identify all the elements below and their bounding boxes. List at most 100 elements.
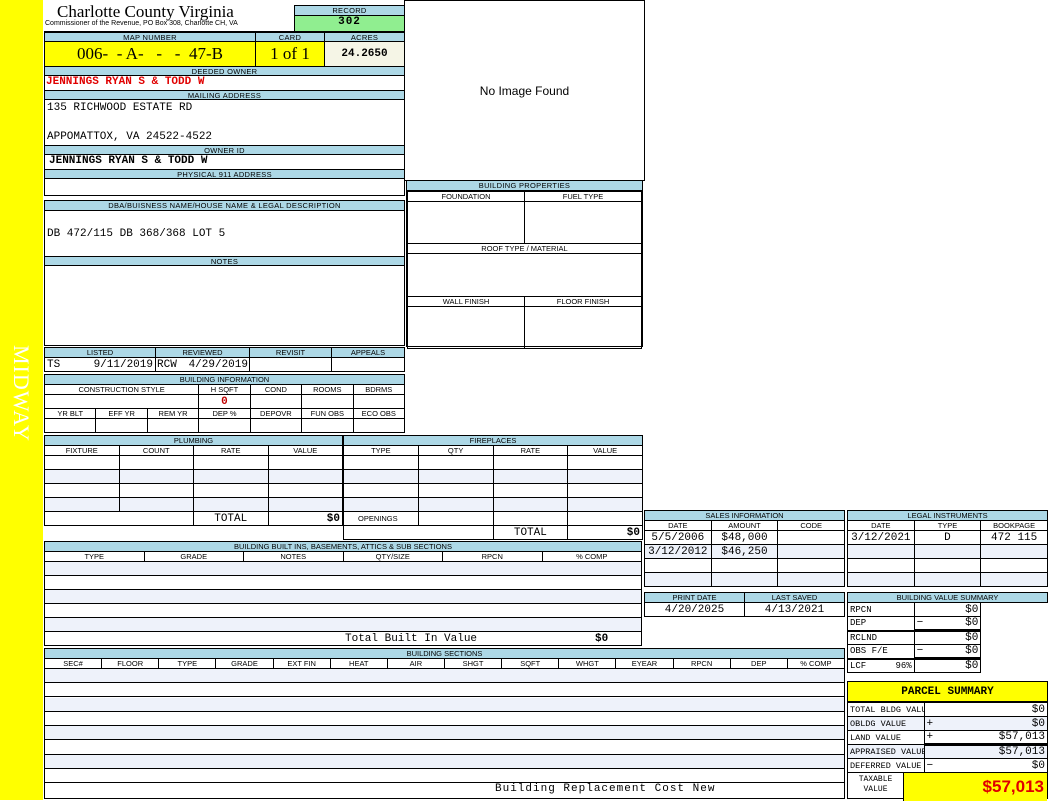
section-row [45,669,844,683]
plumbing-total-label: TOTAL [193,511,269,526]
parcel-label: LAND VALUE [848,730,925,745]
building-sections-title: BUILDING SECTIONS [44,648,845,659]
col-dep: DEP [729,658,788,669]
plumbing-title: PLUMBING [44,435,343,446]
bvs-amount: $0 [965,617,979,629]
cell [777,544,845,559]
floor-finish-label: FLOOR FINISH [524,296,642,307]
parcel-row: TOTAL BLDG VALUE $0 [848,702,1047,717]
last-saved: 4/13/2021 [744,602,845,617]
fireplaces-table: FIREPLACES TYPE QTY RATE VALUE OPENINGS TOT… [343,435,643,540]
dates-table: PRINT DATE LAST SAVED 4/20/2025 4/13/2021 [644,592,845,617]
mailing-line2: APPOMATTOX, VA 24522-4522 [47,131,213,143]
cell [980,544,1048,559]
col-ext-fin: EXT FIN [272,658,331,669]
sales-title: SALES INFORMATION [644,510,845,521]
district-strip: MIDWAY [0,0,43,800]
parcel-amount: $0 [1031,703,1045,716]
parcel-operator: − [926,759,934,772]
physical-address-label: PHYSICAL 911 ADDRESS [45,169,404,179]
building-info-title: BUILDING INFORMATION [44,374,405,385]
parcel-operator: + [926,717,934,730]
col-floor: FLOOR [101,658,160,669]
appeals-label: APPEALS [331,347,405,358]
building-sections-table: BUILDING SECTIONS SEC# FLOOR TYPE GRADE EXT … [43,648,846,799]
cell: 472 115 [980,530,1048,545]
parcel-amount: $57,013 [998,731,1045,743]
mailing-address-label: MAILING ADDRESS [45,90,404,100]
bvs-label: LCF 96% [847,658,915,673]
roof-type-value [407,253,642,297]
owner-id: JENNINGS RYAN S & TODD W [49,155,208,167]
record-number: 302 [295,16,404,31]
cell [980,558,1048,573]
fuel-type-label: FUEL TYPE [524,191,642,202]
card-label: CARD [256,33,325,42]
fireplaces-total: $0 [567,525,643,540]
cell [710,558,779,573]
col-type: TYPE [343,445,419,456]
col-sec-: SEC# [43,658,103,669]
col-value: VALUE [567,445,643,456]
reviewed-label: REVIEWED [155,347,250,358]
bvs-row: DEP − $0 [847,616,1048,632]
legal-title: LEGAL INSTRUMENTS [847,510,1048,521]
cell [777,558,845,573]
section-row [45,683,844,698]
cell [980,572,1048,587]
bvs-operator: − [916,617,924,629]
mailing-line1: 135 RICHWOOD ESTATE RD [47,102,193,114]
col-rpcn: RPCN [672,658,731,669]
parcel-row: OBLDG VALUE + $0 [848,716,1047,731]
cell: 3/12/2021 [847,530,915,545]
dba-value: DB 472/115 DB 368/368 LOT 5 [47,228,226,240]
eff-yr-label: EFF YR [95,408,148,419]
col-whgt: WHGT [558,658,617,669]
parcel-amount: $0 [1031,759,1045,772]
col-type: TYPE [44,551,145,562]
parcel-label: APPRAISED VALUE [848,744,925,759]
cell [847,558,915,573]
col-rate: RATE [193,445,269,456]
bvs-pct: 96% [895,660,912,671]
wall-finish-label: WALL FINISH [407,296,525,307]
rooms-label: ROOMS [301,384,354,395]
col-pct-comp: % COMP [541,551,642,562]
parcel-amount: $57,013 [998,746,1045,758]
legal-instruments-table: LEGAL INSTRUMENTS DATE TYPE BOOKPAGE 3/12/2… [847,510,1048,587]
built-ins-title: BUILDING BUILT INS, BASEMENTS, ATTICS & … [44,541,642,552]
cell [847,572,915,587]
parcel-value: $0 [923,702,1047,717]
listing-panel: LISTED REVIEWED REVISIT APPEALS TS 9/11/2019… [44,347,405,372]
wall-finish-value [407,306,525,349]
cell [913,544,982,559]
map-label: MAP NUMBER [45,33,256,42]
taxable-value-label: TAXABLE VALUE [858,775,893,794]
col-code: CODE [777,520,845,531]
col-bookpage: BOOKPAGE [980,520,1048,531]
owner-panel: MAP NUMBER CARD ACRES 006- - A- - - 47-B… [44,31,405,196]
notes-label: NOTES [45,256,404,266]
bvs-label-text: RPCN [850,604,872,615]
col-fixture: FIXTURE [44,445,120,456]
table-row: 5/5/2006 $48,000 [644,530,845,545]
hsqft-value: 0 [198,394,251,409]
cell [913,572,982,587]
dep-pct-label: DEP % [198,408,251,419]
cell [777,572,845,587]
taxable-value: $57,013 [903,773,1047,801]
bvs-label: OBS F/E [847,644,915,660]
appeals-value [331,357,405,372]
sales-table: SALES INFORMATION DATE AMOUNT CODE 5/5/2006… [644,510,845,587]
col-qty: QTY [417,445,494,456]
col-grade: GRADE [143,551,244,562]
record-box: RECORD 302 [294,5,405,32]
owner-id-label: OWNER ID [45,145,404,155]
cell [777,530,845,545]
parcel-label: OBLDG VALUE [848,716,925,731]
col-count: COUNT [118,445,194,456]
bvs-label: RPCN [847,602,915,617]
cell: $46,250 [710,544,779,559]
col-eyear: EYEAR [615,658,674,669]
col-date: DATE [644,520,712,531]
